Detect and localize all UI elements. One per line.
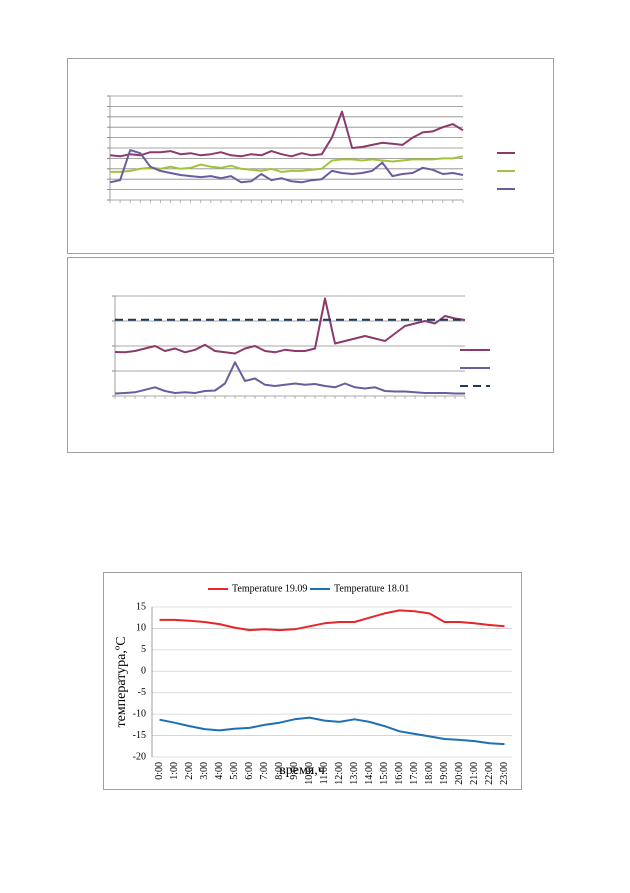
y-tick-label: 10 [136,623,146,634]
x-tick-label: 5:00 [229,762,240,780]
chart-frame [103,572,522,790]
y-axis-label: температура,ºC [114,636,129,727]
y-tick-label: -5 [138,687,146,698]
x-tick-label: 0:00 [154,762,165,780]
x-tick-label: 14:00 [364,762,375,785]
y-tick-label: -20 [133,751,146,762]
x-tick-label: 9:00 [289,762,300,780]
x-tick-label: 22:00 [484,762,495,785]
series-line [159,716,505,746]
x-tick-label: 20:00 [454,762,465,785]
x-tick-label: 7:00 [259,762,270,780]
x-tick-label: 11:00 [319,762,330,784]
chart-frame [67,257,554,453]
x-tick-label: 23:00 [499,762,510,785]
y-tick-label: 5 [141,644,146,655]
x-tick-label: 17:00 [409,762,420,785]
series-line [114,361,465,395]
x-tick-label: 18:00 [424,762,435,785]
series-line [109,110,464,158]
x-tick-label: 2:00 [184,762,195,780]
series-line [159,609,505,632]
x-tick-label: 12:00 [334,762,345,785]
x-tick-label: 8:00 [274,762,285,780]
y-tick-label: 15 [136,601,146,612]
x-tick-label: 13:00 [349,762,360,785]
series-line [110,155,464,173]
y-tick-label: 0 [141,666,146,677]
legend-label: Temperature 19.09 [232,583,307,594]
x-tick-label: 10:00 [304,762,315,785]
x-tick-label: 19:00 [439,762,450,785]
legend-label: Temperature 18.01 [334,583,409,594]
x-tick-label: 4:00 [214,762,225,780]
x-tick-label: 6:00 [244,762,255,780]
x-tick-label: 3:00 [199,762,210,780]
series-line [114,297,466,355]
x-axis-label: время,ч [279,763,325,778]
series-line [109,149,464,184]
x-tick-label: 1:00 [169,762,180,780]
x-tick-label: 16:00 [394,762,405,785]
x-tick-label: 15:00 [379,762,390,785]
y-tick-label: -15 [133,730,146,741]
x-tick-label: 21:00 [469,762,480,785]
y-tick-label: -10 [133,708,146,719]
